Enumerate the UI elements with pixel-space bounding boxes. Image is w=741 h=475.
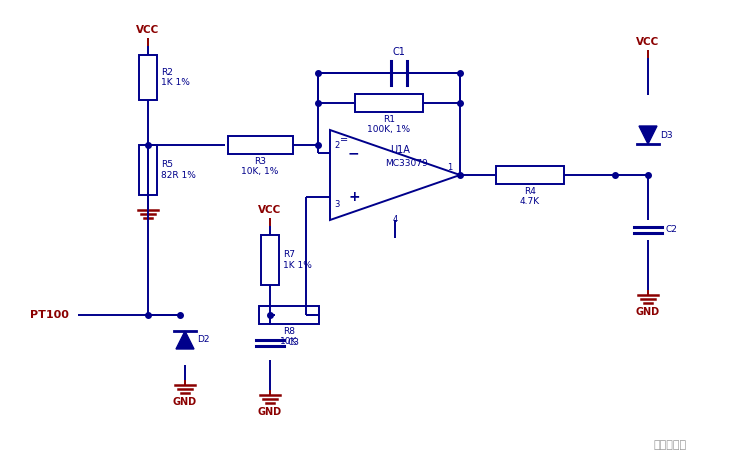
Bar — [139, 55, 157, 100]
Text: VCC: VCC — [259, 205, 282, 215]
Text: R2
1K 1%: R2 1K 1% — [161, 68, 190, 87]
Text: −: − — [348, 146, 359, 160]
Bar — [139, 145, 157, 195]
Text: R3
10K, 1%: R3 10K, 1% — [242, 157, 279, 176]
Text: R4
4.7K: R4 4.7K — [520, 187, 540, 207]
Bar — [496, 166, 564, 184]
Text: 4: 4 — [393, 215, 398, 224]
Text: GND: GND — [258, 407, 282, 417]
Text: PT100: PT100 — [30, 310, 69, 320]
Text: R7
1K 1%: R7 1K 1% — [283, 250, 312, 270]
Text: GND: GND — [636, 307, 660, 317]
Text: GND: GND — [173, 397, 197, 407]
Text: =: = — [340, 135, 348, 145]
Text: +: + — [348, 190, 359, 204]
Text: R5
82R 1%: R5 82R 1% — [161, 160, 196, 180]
Text: VCC: VCC — [637, 37, 659, 47]
Text: C2: C2 — [666, 226, 678, 235]
Bar — [227, 136, 293, 154]
Bar — [261, 235, 279, 285]
Text: D3: D3 — [660, 131, 673, 140]
Text: 1: 1 — [447, 163, 452, 172]
Text: 3: 3 — [334, 200, 339, 209]
Bar — [259, 306, 319, 324]
Text: U1A: U1A — [390, 145, 410, 155]
Polygon shape — [176, 331, 194, 349]
Text: R1
100K, 1%: R1 100K, 1% — [368, 115, 411, 134]
Text: 2: 2 — [334, 141, 339, 150]
Text: R8
10K: R8 10K — [280, 327, 298, 346]
Text: C3: C3 — [288, 338, 300, 347]
Polygon shape — [639, 126, 657, 144]
Text: D2: D2 — [197, 335, 210, 344]
Bar — [355, 94, 423, 112]
Text: MC33079: MC33079 — [385, 159, 428, 168]
Text: VCC: VCC — [136, 25, 159, 35]
Text: 电路一点通: 电路一点通 — [654, 440, 687, 450]
Text: C1: C1 — [393, 47, 405, 57]
